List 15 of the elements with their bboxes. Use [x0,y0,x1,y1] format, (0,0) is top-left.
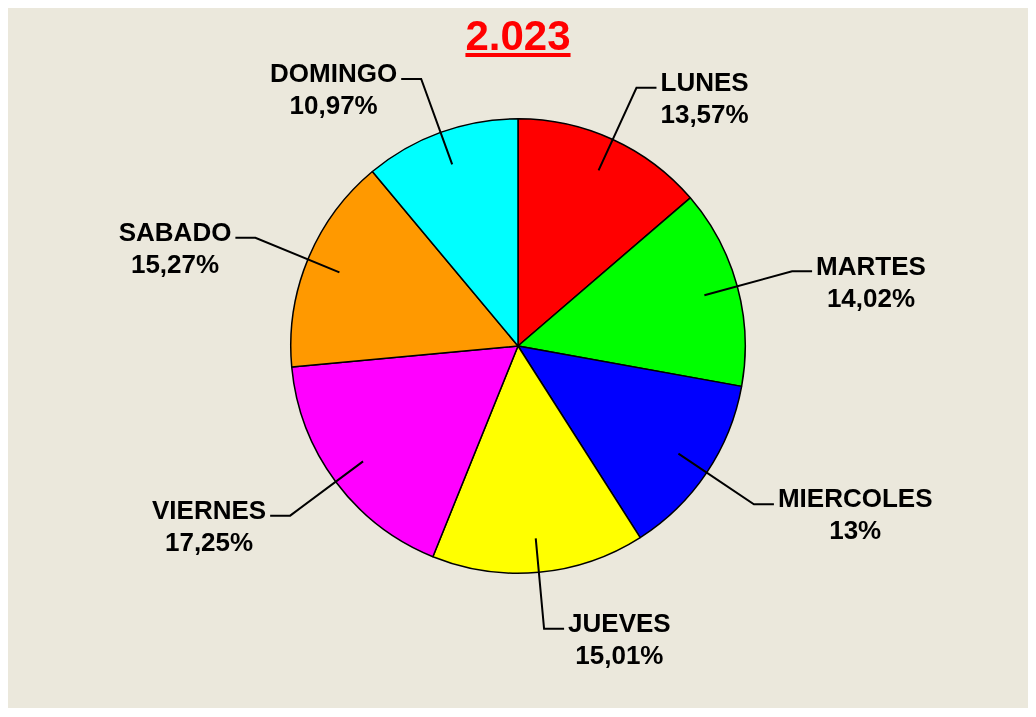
slice-label: MIERCOLES [777,483,933,514]
slice-label: MARTES [816,250,926,281]
data-label: 14,02% [826,282,916,313]
chart-title: 2.023 [464,12,572,60]
data-label: 10,97% [289,90,378,121]
data-label: 15,27% [130,248,220,279]
data-label: 15,01% [575,640,664,671]
slice-label: LUNES [660,67,749,97]
slice-label: SABADO [118,216,232,247]
data-label: 13% [829,515,882,546]
slice-label: JUEVES [568,608,671,639]
slice-label: DOMINGO [270,58,398,89]
slice-label: VIERNES [152,494,267,525]
data-label: 17,25% [164,526,254,557]
data-label: 13,57% [660,99,749,129]
